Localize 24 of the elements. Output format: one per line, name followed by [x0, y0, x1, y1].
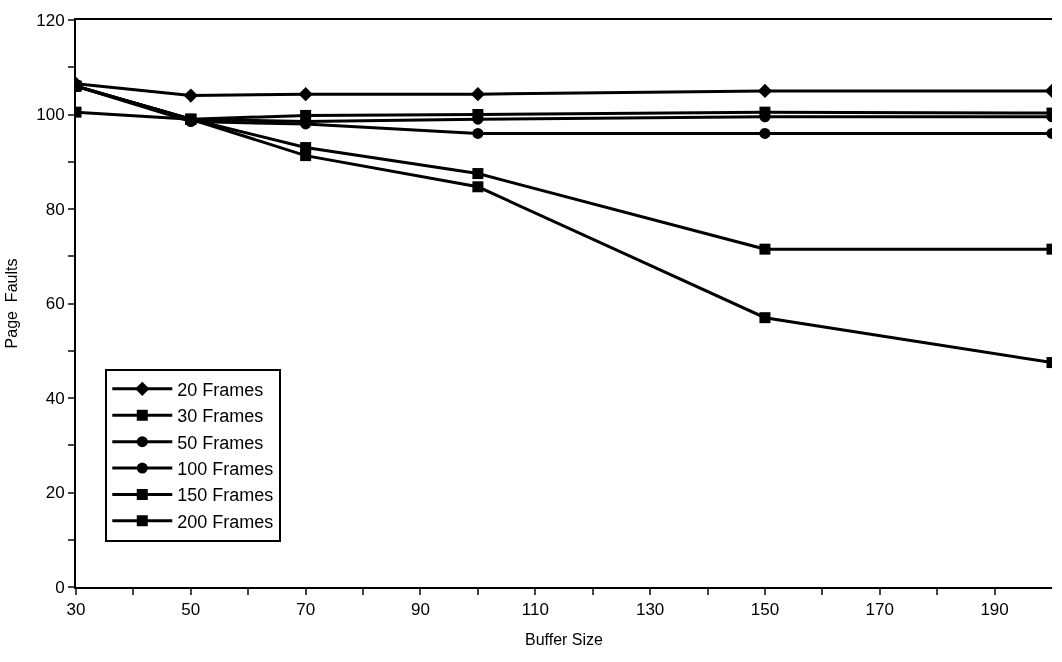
x-tick-label: 150	[750, 600, 780, 620]
y-axis-title: Page Faults	[2, 258, 20, 349]
legend-label: 30 Frames	[177, 406, 264, 427]
x-tick-label: 50	[181, 600, 201, 620]
x-tick-label: 70	[296, 600, 316, 620]
y-tick-label: 100	[36, 105, 65, 125]
x-axis-title: Buffer Size	[525, 630, 604, 648]
x-tick-label: 110	[521, 600, 549, 620]
legend-label: 100 Frames	[177, 459, 274, 480]
x-tick-label: 130	[635, 600, 665, 620]
legend-label: 50 Frames	[177, 432, 264, 453]
legend-label: 200 Frames	[177, 511, 274, 532]
x-tick-label: 170	[865, 600, 894, 620]
x-tick-label: 30	[66, 600, 86, 620]
x-tick-label: 190	[980, 600, 1009, 620]
y-tick-label: 20	[45, 483, 65, 503]
legend-label: 20 Frames	[177, 379, 264, 400]
x-tick-label: 90	[411, 600, 430, 620]
y-tick-label: 40	[45, 388, 65, 408]
y-tick-label: 60	[45, 294, 65, 314]
y-tick-label: 80	[45, 199, 65, 219]
y-tick-label: 120	[36, 10, 65, 30]
y-tick-label: 0	[55, 577, 65, 597]
legend-label: 150 Frames	[177, 485, 274, 506]
